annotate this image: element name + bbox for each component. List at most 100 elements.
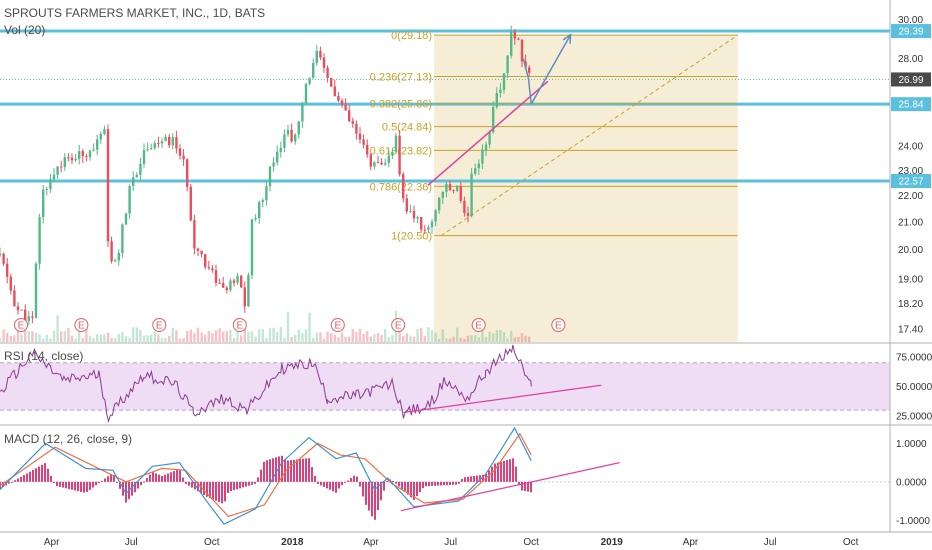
- volume-bar: [463, 338, 466, 342]
- volume-bar: [272, 327, 275, 342]
- chart-title: SPROUTS FARMERS MARKET, INC., 1D, BATS: [4, 6, 266, 20]
- projection-arrow: [530, 34, 572, 105]
- candle-body: [333, 86, 336, 97]
- price-tick-label: 18.20: [898, 299, 923, 310]
- macd-histogram-bar: [491, 466, 493, 482]
- candle-body: [52, 174, 56, 180]
- macd-histogram-bar: [311, 467, 313, 482]
- volume-bar: [402, 336, 405, 342]
- macd-histogram-bar: [233, 481, 235, 491]
- candle-body: [247, 275, 250, 307]
- fib-level-label: 0.382(25.86): [370, 99, 432, 111]
- volume-bar: [146, 335, 149, 342]
- volume-bar: [438, 338, 441, 342]
- earnings-marker: [152, 318, 167, 332]
- volume-bar: [373, 334, 376, 342]
- volume-bar: [261, 329, 264, 342]
- candle-body: [423, 229, 426, 231]
- macd-histogram-bar: [56, 481, 58, 487]
- macd-histogram-bar: [170, 472, 172, 482]
- macd-histogram-bar: [119, 481, 121, 489]
- earnings-marker-label: E: [18, 321, 25, 332]
- volume-bar: [344, 336, 347, 342]
- volume-bar: [265, 338, 268, 342]
- candle-body: [34, 263, 38, 318]
- volume-bar: [294, 334, 297, 342]
- volume-bar: [348, 336, 351, 342]
- earnings-marker-label: E: [78, 321, 85, 332]
- macd-histogram-bar: [38, 466, 40, 482]
- candle-body: [13, 290, 16, 307]
- macd-histogram-bar: [377, 481, 379, 511]
- volume-bar: [474, 335, 477, 342]
- macd-histogram-bar: [287, 460, 289, 482]
- candle-body: [229, 280, 232, 291]
- candle-body: [164, 136, 167, 142]
- volume-bar: [384, 328, 387, 342]
- volume-bar: [85, 327, 88, 342]
- macd-histogram-bar: [83, 481, 85, 493]
- macd-histogram-bar: [14, 480, 16, 482]
- macd-histogram-bar: [152, 472, 154, 482]
- candle-body: [63, 157, 66, 167]
- volume-bar: [412, 336, 416, 342]
- macd-histogram-bar: [509, 459, 511, 482]
- macd-histogram-bar: [521, 481, 523, 491]
- macd-histogram-bar: [380, 481, 382, 501]
- macd-histogram-bar: [353, 475, 355, 482]
- time-tick-label: 2019: [601, 537, 624, 548]
- candle-body: [42, 189, 45, 218]
- macd-histogram-bar: [281, 455, 283, 482]
- volume-bar: [211, 333, 214, 342]
- macd-trendline: [400, 462, 620, 512]
- macd-histogram-bar: [164, 474, 166, 482]
- macd-histogram-bar: [161, 475, 163, 482]
- candle-body: [279, 147, 282, 152]
- volume-label: Vol (20): [4, 23, 46, 37]
- candle-body: [474, 168, 477, 174]
- macd-histogram-bar: [329, 481, 331, 490]
- candle-body: [146, 149, 149, 151]
- volume-bar: [132, 327, 135, 342]
- macd-histogram-bar: [101, 480, 103, 482]
- candle-body: [384, 162, 387, 165]
- volume-bar: [427, 327, 430, 342]
- volume-bar: [157, 334, 160, 342]
- volume-bar: [434, 332, 437, 342]
- volume-bar: [0, 337, 2, 342]
- volume-bar: [448, 338, 452, 342]
- macd-histogram-bar: [263, 461, 265, 482]
- volume-bar: [106, 332, 110, 342]
- time-tick-label: Jul: [125, 537, 138, 548]
- candle-body: [92, 149, 95, 151]
- candle-body: [60, 166, 63, 168]
- macd-histogram-bar: [482, 474, 484, 482]
- volume-bar: [56, 315, 59, 342]
- macd-histogram-bar: [251, 481, 253, 485]
- macd-histogram-bar: [221, 481, 223, 504]
- candle-body: [297, 121, 300, 135]
- price-level-tag-label: 22.57: [898, 177, 923, 188]
- candle-body: [484, 144, 488, 150]
- volume-bar: [409, 335, 412, 342]
- candle-body: [81, 151, 84, 157]
- macd-histogram-bar: [416, 481, 418, 497]
- candle-body: [459, 186, 462, 201]
- macd-histogram-bar: [494, 463, 496, 482]
- price-tick-label: 17.40: [898, 324, 923, 335]
- candle-body: [268, 166, 272, 187]
- macd-histogram-bar: [71, 481, 73, 490]
- macd-histogram-bar: [476, 475, 478, 482]
- volume-bar: [196, 327, 200, 342]
- earnings-marker: [14, 318, 29, 332]
- volume-bar: [315, 332, 318, 342]
- earnings-marker-label: E: [236, 321, 243, 332]
- volume-bar: [67, 327, 70, 342]
- macd-histogram-bar: [272, 458, 274, 482]
- macd-histogram-bar: [506, 460, 508, 482]
- volume-bar: [186, 331, 189, 342]
- macd-histogram-bar: [470, 476, 472, 482]
- volume-bar: [139, 330, 142, 342]
- macd-histogram-bar: [368, 481, 370, 511]
- macd-histogram-bar: [68, 481, 70, 489]
